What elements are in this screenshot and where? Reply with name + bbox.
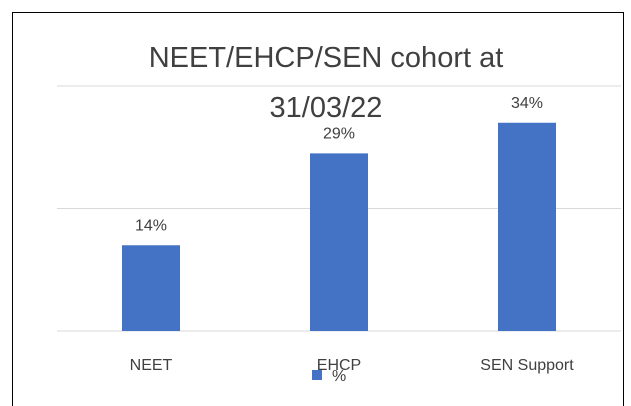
data-label: 34% bbox=[511, 95, 543, 112]
data-label: 14% bbox=[135, 217, 167, 234]
legend-swatch bbox=[312, 370, 322, 380]
chart-border bbox=[12, 12, 624, 406]
x-tick-label: EHCP bbox=[317, 357, 361, 374]
legend-label: % bbox=[332, 368, 346, 385]
bar bbox=[310, 153, 368, 331]
bar bbox=[122, 245, 180, 331]
data-label: 29% bbox=[323, 126, 355, 143]
bar bbox=[498, 122, 556, 331]
x-tick-label: SEN Support bbox=[480, 357, 574, 374]
x-tick-label: NEET bbox=[130, 357, 173, 374]
chart-title: NEET/EHCP/SEN cohort at 31/03/22 bbox=[148, 42, 504, 124]
